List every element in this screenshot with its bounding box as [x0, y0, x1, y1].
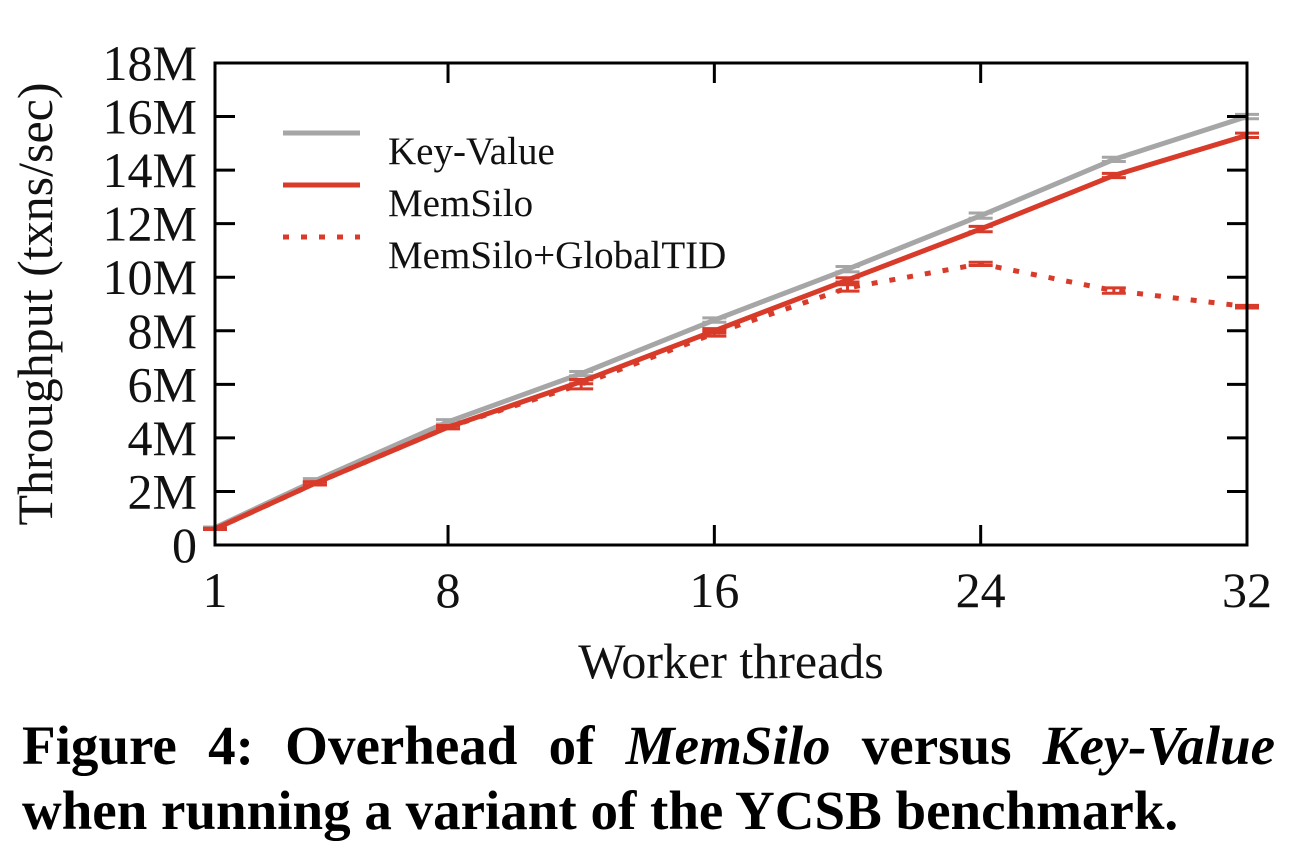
error-bar-memsilo-globaltid [702, 329, 727, 338]
error-bar-key-value [1101, 155, 1126, 164]
legend-label-memsilo: MemSilo [388, 182, 533, 225]
error-bar-key-value [968, 211, 993, 220]
caption-label: Figure 4: [22, 715, 254, 776]
chart-marks [203, 112, 1259, 532]
error-bar-key-value [835, 265, 860, 274]
caption-text-2: versus [861, 715, 1012, 776]
error-bar-memsilo-globaltid [835, 283, 860, 293]
series-memsilo-globaltid-line [213, 261, 1248, 532]
x-tick-label: 8 [436, 562, 461, 618]
error-bar-key-value [702, 316, 727, 324]
legend-label-memsilo-globaltid: MemSilo+GlobalTID [388, 234, 726, 277]
series-memsilo-line [213, 132, 1248, 532]
y-tick-label: 18M [103, 35, 197, 91]
error-bar-memsilo-globaltid [436, 424, 461, 431]
error-bar-memsilo [1101, 171, 1126, 180]
legend: Key-Value MemSilo MemSilo+GlobalTID [283, 130, 726, 277]
error-bar-memsilo-globaltid [302, 480, 327, 487]
x-tick-label: 16 [689, 562, 739, 618]
y-tick-label: 14M [103, 142, 197, 198]
caption-line-2: when running a variant of the YCSB bench… [22, 780, 1179, 841]
y-tick-label: 10M [103, 249, 197, 305]
error-bar-memsilo-globaltid [569, 378, 594, 391]
error-bar-memsilo-globaltid [968, 260, 993, 267]
x-tick-label: 1 [203, 562, 228, 618]
y-axis-label: Throughput (txns/sec) [7, 83, 63, 526]
y-tick-label: 6M [128, 356, 197, 412]
x-tick-label: 24 [956, 562, 1006, 618]
error-bar-key-value [569, 369, 594, 378]
caption-emphasis-key-value: Key-Value [1042, 715, 1275, 776]
x-axis-label: Worker threads [578, 633, 884, 689]
y-tick-label: 0 [172, 517, 197, 573]
plot-frame [213, 61, 1249, 547]
error-bar-memsilo [835, 276, 860, 284]
error-bar-memsilo-globaltid [1101, 286, 1126, 295]
caption-text-1: Overhead of [285, 715, 595, 776]
y-tick-label: 16M [103, 89, 197, 145]
y-tick-label: 2M [128, 463, 197, 519]
caption-line-1: Figure 4: Overhead of MemSilo versus Key… [22, 713, 1275, 778]
y-tick-label: 8M [128, 303, 197, 359]
x-tick-label: 32 [1222, 562, 1272, 618]
legend-label-key-value: Key-Value [388, 130, 555, 173]
caption-emphasis-memsilo: MemSilo [625, 715, 831, 776]
y-tick-label: 4M [128, 410, 197, 466]
figure-caption: Figure 4: Overhead of MemSilo versus Key… [22, 713, 1275, 843]
error-bar-memsilo [968, 224, 993, 234]
y-tick-label: 12M [103, 196, 197, 252]
